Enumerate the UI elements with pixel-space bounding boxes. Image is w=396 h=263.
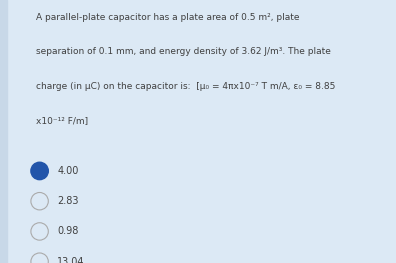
Text: charge (in μC) on the capacitor is:  [μ₀ = 4πx10⁻⁷ T m/A, ε₀ = 8.85: charge (in μC) on the capacitor is: [μ₀ …: [36, 82, 335, 90]
Ellipse shape: [31, 162, 48, 180]
Text: 0.98: 0.98: [57, 226, 79, 236]
Text: A parallel-plate capacitor has a plate area of 0.5 m², plate: A parallel-plate capacitor has a plate a…: [36, 13, 299, 22]
Text: 4.00: 4.00: [57, 166, 79, 176]
Text: separation of 0.1 mm, and energy density of 3.62 J/m³. The plate: separation of 0.1 mm, and energy density…: [36, 47, 331, 56]
Text: x10⁻¹² F/m]: x10⁻¹² F/m]: [36, 116, 88, 125]
Text: 13.04: 13.04: [57, 257, 85, 263]
Text: 2.83: 2.83: [57, 196, 79, 206]
